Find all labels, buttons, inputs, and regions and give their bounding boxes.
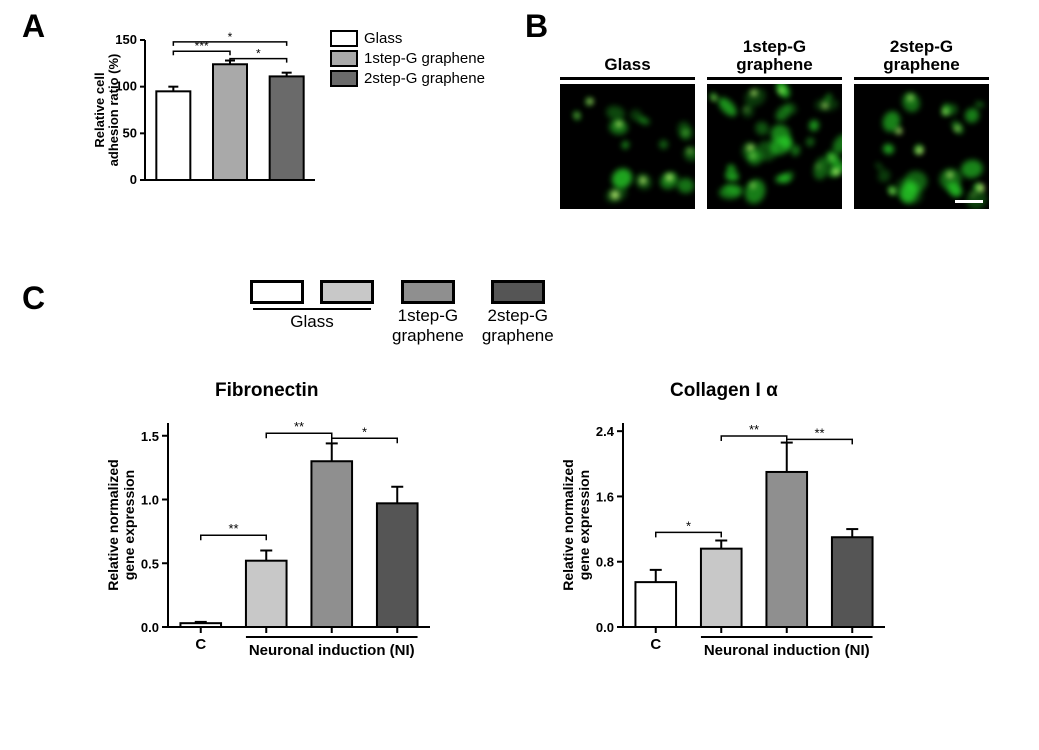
- svg-text:gene expression: gene expression: [121, 470, 137, 581]
- svg-text:*: *: [256, 47, 261, 61]
- legend-text-1step: 1step-G graphene: [364, 50, 485, 67]
- fluo-image-2: 2step-Ggraphene: [854, 35, 989, 209]
- chart-c1-title: Fibronectin: [215, 380, 318, 402]
- svg-text:**: **: [294, 419, 304, 434]
- legend-c-glass-text: Glass: [290, 312, 333, 332]
- svg-text:Neuronal induction (NI): Neuronal induction (NI): [704, 642, 870, 659]
- svg-text:**: **: [749, 422, 759, 437]
- svg-text:*: *: [362, 424, 367, 439]
- legend-c-underline: [253, 308, 371, 310]
- legend-c-2step-l2: graphene: [482, 326, 554, 346]
- chart-c2-title: Collagen I α: [670, 380, 778, 402]
- legend-c-2step-l1: 2step-G: [488, 306, 548, 326]
- legend-swatch-2step: [330, 70, 358, 87]
- svg-text:150: 150: [115, 32, 137, 47]
- fluo-image-box-1: [707, 84, 842, 209]
- fluo-image-1: 1step-Ggraphene: [707, 35, 842, 209]
- legend-c-2step-group: 2step-G graphene: [482, 280, 554, 346]
- legend-row-1step: 1step-G graphene: [330, 50, 485, 67]
- legend-c-glass-group: Glass: [250, 280, 374, 332]
- legend-swatch-glass: [330, 30, 358, 47]
- svg-text:1.0: 1.0: [141, 493, 159, 508]
- panel-a-chart: 050100150Relative celladhesion ratio (%)…: [90, 30, 320, 195]
- fluo-image-label-0: Glass: [604, 35, 650, 75]
- svg-text:Relative normalized: Relative normalized: [105, 459, 121, 591]
- panel-c-legend: Glass 1step-G graphene 2step-G graphene: [250, 280, 554, 346]
- legend-c-swatch-glass-c: [250, 280, 304, 304]
- legend-c-1step-l1: 1step-G: [398, 306, 458, 326]
- legend-c-swatch-2step: [491, 280, 545, 304]
- fluo-image-0: Glass: [560, 35, 695, 209]
- svg-text:0.8: 0.8: [596, 555, 614, 570]
- fluo-image-label-1: 1step-Ggraphene: [736, 35, 813, 75]
- svg-text:Neuronal induction (NI): Neuronal induction (NI): [249, 642, 415, 659]
- svg-text:*: *: [686, 518, 691, 533]
- legend-text-glass: Glass: [364, 30, 402, 47]
- svg-text:0.0: 0.0: [141, 620, 159, 635]
- panel-a-legend: Glass 1step-G graphene 2step-G graphene: [330, 30, 485, 90]
- svg-text:0.0: 0.0: [596, 620, 614, 635]
- fluo-image-box-0: [560, 84, 695, 209]
- panel-c-chart-collagen: 0.0 0.8 1.6 2.4 Relative normalizedgene expr…: [555, 405, 895, 675]
- legend-text-2step: 2step-G graphene: [364, 70, 485, 87]
- legend-c-swatch-1step: [401, 280, 455, 304]
- panel-a-label: A: [22, 8, 45, 45]
- panel-b-images: Glass 1step-Ggraphene 2step-Ggraphene: [560, 35, 1020, 209]
- svg-text:1.6: 1.6: [596, 489, 614, 504]
- fluo-image-bar-0: [560, 77, 695, 80]
- legend-c-swatch-glass-ni: [320, 280, 374, 304]
- svg-text:2.4: 2.4: [596, 424, 615, 439]
- legend-row-glass: Glass: [330, 30, 485, 47]
- svg-text:gene expression: gene expression: [576, 470, 592, 581]
- fluo-image-label-2: 2step-Ggraphene: [883, 35, 960, 75]
- legend-row-2step: 2step-G graphene: [330, 70, 485, 87]
- svg-text:adhesion ratio (%): adhesion ratio (%): [106, 54, 121, 167]
- svg-text:C: C: [195, 636, 206, 653]
- scalebar: [955, 200, 983, 203]
- svg-text:*: *: [228, 30, 233, 44]
- svg-text:C: C: [650, 636, 661, 653]
- svg-text:**: **: [228, 521, 238, 536]
- panel-c-label: C: [22, 280, 45, 317]
- legend-c-1step-l2: graphene: [392, 326, 464, 346]
- svg-text:**: **: [814, 425, 824, 440]
- svg-text:1.5: 1.5: [141, 429, 159, 444]
- svg-text:0: 0: [130, 172, 137, 187]
- svg-text:Relative normalized: Relative normalized: [560, 459, 576, 591]
- legend-swatch-1step: [330, 50, 358, 67]
- panel-b-label: B: [525, 8, 548, 45]
- svg-text:50: 50: [123, 125, 137, 140]
- legend-c-1step-group: 1step-G graphene: [392, 280, 464, 346]
- fluo-image-box-2: [854, 84, 989, 209]
- panel-c-chart-fibronectin: 0.0 0.5 1.0 1.5 Relative normalizedgene expr…: [100, 405, 440, 675]
- fluo-image-bar-1: [707, 77, 842, 80]
- svg-text:Relative cell: Relative cell: [92, 72, 107, 147]
- fluo-image-bar-2: [854, 77, 989, 80]
- svg-text:0.5: 0.5: [141, 556, 159, 571]
